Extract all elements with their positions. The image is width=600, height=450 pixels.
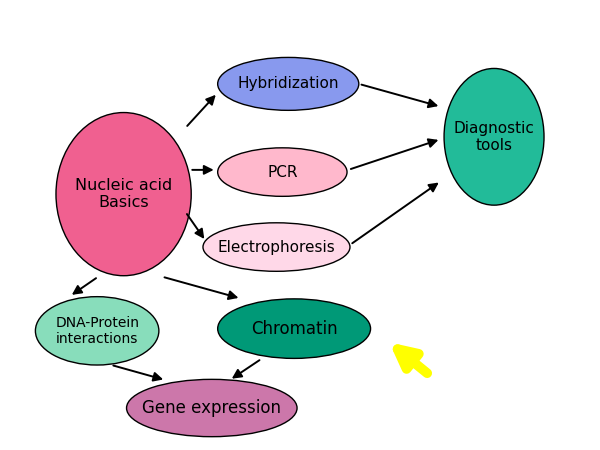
Text: DNA-Protein
interactions: DNA-Protein interactions (55, 316, 139, 346)
Text: Diagnostic
tools: Diagnostic tools (454, 121, 535, 153)
Ellipse shape (218, 299, 371, 358)
Ellipse shape (218, 148, 347, 196)
Text: Nucleic acid
Basics: Nucleic acid Basics (75, 178, 172, 210)
Text: Electrophoresis: Electrophoresis (218, 239, 335, 255)
Text: Gene expression: Gene expression (142, 399, 281, 417)
Ellipse shape (203, 223, 350, 271)
Ellipse shape (56, 112, 191, 276)
Ellipse shape (127, 379, 297, 436)
Text: PCR: PCR (267, 165, 298, 180)
Ellipse shape (444, 68, 544, 205)
Ellipse shape (35, 297, 159, 365)
Ellipse shape (218, 58, 359, 110)
Text: Hybridization: Hybridization (238, 76, 339, 91)
Text: Chromatin: Chromatin (251, 320, 337, 338)
